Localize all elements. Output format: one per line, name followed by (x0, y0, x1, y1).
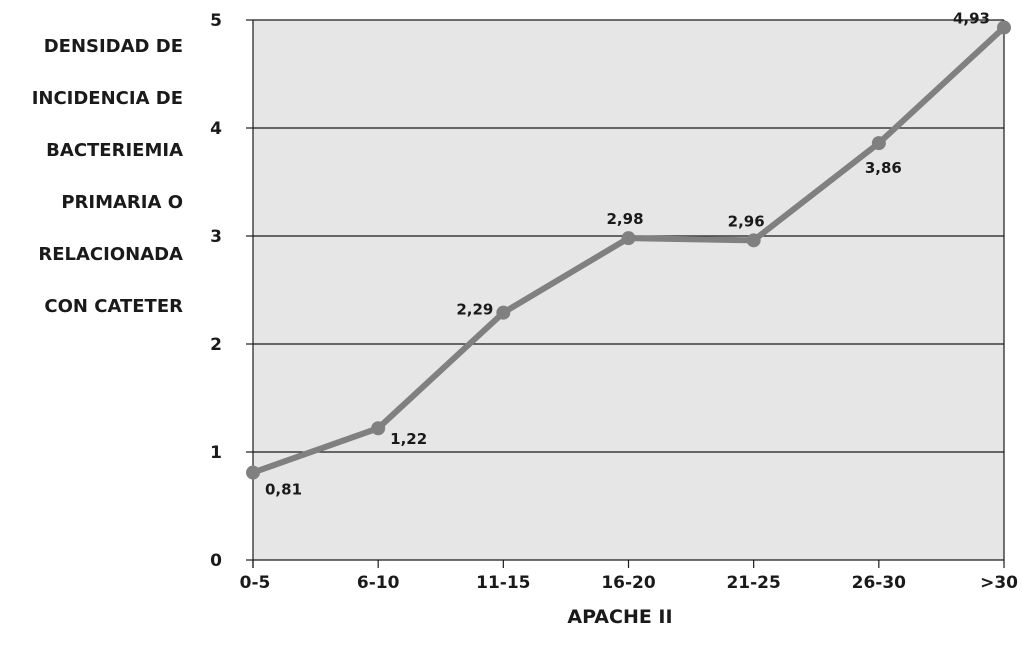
y-tick-label: 4 (210, 119, 222, 139)
x-tick-label: 11-15 (476, 573, 530, 593)
data-point (371, 421, 386, 436)
y-axis-title: DENSIDAD DE INCIDENCIA DE BACTERIEMIA PR… (0, 8, 183, 346)
x-tick-label: 26-30 (852, 573, 907, 593)
y-tick-label: 0 (210, 551, 222, 571)
data-label: 2,96 (728, 212, 765, 230)
data-point (997, 20, 1011, 35)
x-tick-label: >30 (980, 573, 1018, 593)
data-point (621, 231, 636, 246)
x-tick-label: 21-25 (726, 573, 780, 593)
y-axis-title-line: CON CATETER (44, 296, 183, 317)
data-labels: 0,81 1,22 2,29 2,98 2,96 3,86 4,93 (265, 10, 990, 499)
y-axis-title-line: BACTERIEMIA (46, 140, 183, 161)
y-axis-title-line: DENSIDAD DE (43, 36, 183, 57)
data-label: 2,29 (456, 301, 493, 319)
data-point (746, 233, 761, 248)
y-tick-label: 3 (210, 227, 222, 247)
data-point (871, 136, 886, 151)
y-tick-label: 2 (210, 335, 222, 355)
data-point (246, 465, 260, 480)
data-label: 2,98 (607, 210, 644, 228)
x-tick-label: 16-20 (601, 573, 656, 593)
y-tick-label: 5 (210, 11, 222, 31)
y-tick-label: 1 (210, 443, 222, 463)
x-tick-label: 0-5 (240, 573, 271, 593)
y-axis-title-line: RELACIONADA (38, 244, 183, 265)
y-axis-title-line: PRIMARIA O (61, 192, 183, 213)
data-label: 0,81 (265, 481, 302, 499)
y-axis-title-line: INCIDENCIA DE (31, 88, 183, 109)
x-axis-title: APACHE II (567, 606, 673, 628)
x-tick-label: 6-10 (357, 573, 400, 593)
plot-area (253, 20, 1004, 560)
y-axis-ticks: 0 1 2 3 4 5 (210, 11, 253, 571)
data-label: 1,22 (390, 430, 427, 448)
data-points (246, 20, 1011, 480)
data-label: 4,93 (953, 10, 990, 28)
data-label: 3,86 (865, 159, 902, 177)
gridlines (253, 19, 1004, 453)
x-axis-ticks: 0-5 6-10 11-15 16-20 21-25 26-30 >30 (240, 560, 1018, 593)
data-point (496, 305, 511, 320)
